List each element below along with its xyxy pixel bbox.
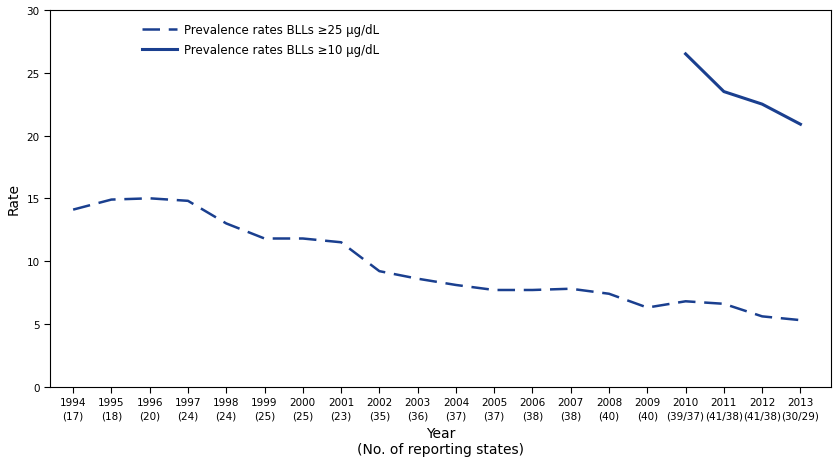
Line: Prevalence rates BLLs ≥25 μg/dL: Prevalence rates BLLs ≥25 μg/dL xyxy=(73,199,800,320)
Prevalence rates BLLs ≥25 μg/dL xyxy=(183,199,193,204)
Prevalence rates BLLs ≥25 μg/dL xyxy=(260,236,270,242)
Prevalence rates BLLs ≥25 μg/dL xyxy=(719,301,729,307)
Prevalence rates BLLs ≥25 μg/dL xyxy=(68,207,78,213)
Prevalence rates BLLs ≥25 μg/dL xyxy=(106,197,116,203)
Prevalence rates BLLs ≥10 μg/dL xyxy=(757,102,767,108)
Prevalence rates BLLs ≥25 μg/dL xyxy=(489,288,499,293)
Prevalence rates BLLs ≥25 μg/dL xyxy=(642,305,652,311)
Prevalence rates BLLs ≥25 μg/dL xyxy=(375,269,385,275)
Prevalence rates BLLs ≥25 μg/dL xyxy=(680,299,691,304)
Prevalence rates BLLs ≥10 μg/dL xyxy=(680,52,691,57)
Prevalence rates BLLs ≥25 μg/dL xyxy=(412,276,422,282)
Line: Prevalence rates BLLs ≥10 μg/dL: Prevalence rates BLLs ≥10 μg/dL xyxy=(685,55,800,125)
Prevalence rates BLLs ≥10 μg/dL xyxy=(719,90,729,95)
Prevalence rates BLLs ≥25 μg/dL xyxy=(221,221,231,227)
Prevalence rates BLLs ≥25 μg/dL xyxy=(336,240,346,245)
X-axis label: Year
(No. of reporting states): Year (No. of reporting states) xyxy=(357,426,524,456)
Legend: Prevalence rates BLLs ≥25 μg/dL, Prevalence rates BLLs ≥10 μg/dL: Prevalence rates BLLs ≥25 μg/dL, Prevale… xyxy=(142,25,380,57)
Prevalence rates BLLs ≥10 μg/dL xyxy=(795,122,805,128)
Prevalence rates BLLs ≥25 μg/dL xyxy=(566,286,576,292)
Prevalence rates BLLs ≥25 μg/dL xyxy=(297,236,308,242)
Prevalence rates BLLs ≥25 μg/dL xyxy=(795,318,805,323)
Prevalence rates BLLs ≥25 μg/dL xyxy=(527,288,537,293)
Prevalence rates BLLs ≥25 μg/dL xyxy=(145,196,155,202)
Prevalence rates BLLs ≥25 μg/dL xyxy=(757,314,767,319)
Prevalence rates BLLs ≥25 μg/dL xyxy=(604,291,614,297)
Prevalence rates BLLs ≥25 μg/dL xyxy=(451,282,461,288)
Y-axis label: Rate: Rate xyxy=(7,183,21,215)
